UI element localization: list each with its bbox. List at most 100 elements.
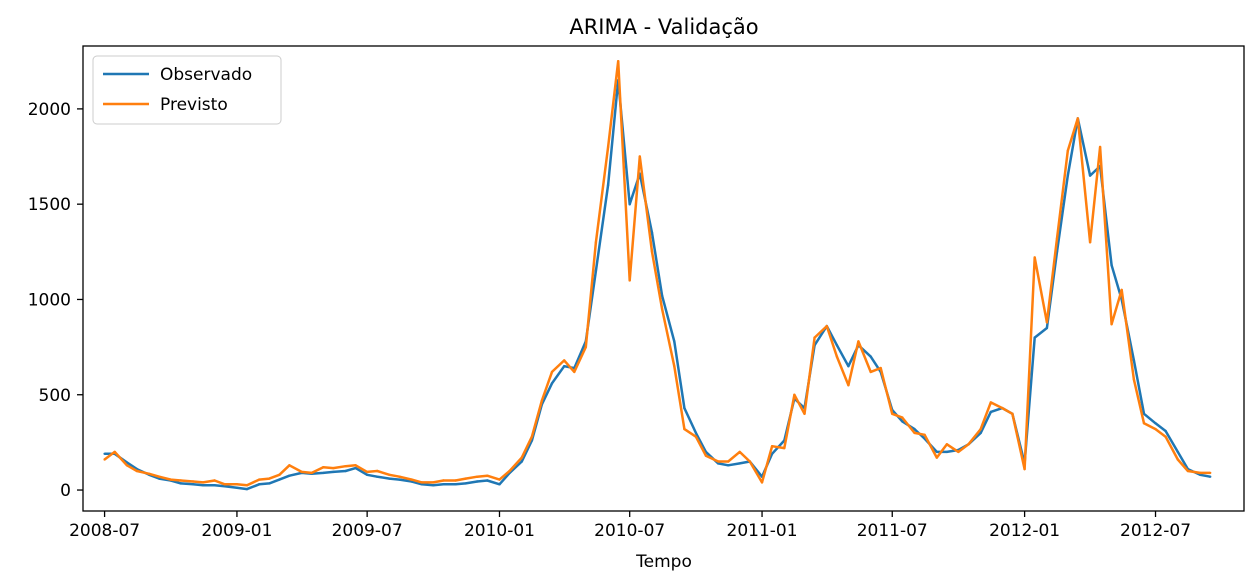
data-point	[113, 450, 116, 454]
data-point	[1023, 467, 1026, 471]
data-point	[376, 475, 379, 478]
data-point	[1198, 473, 1202, 476]
data-point	[1198, 471, 1202, 475]
data-point	[550, 370, 554, 374]
legend-label-observado: Observado	[160, 65, 252, 85]
data-point	[1001, 406, 1004, 410]
data-point	[508, 469, 511, 473]
data-point	[1164, 435, 1167, 438]
data-point	[223, 483, 226, 486]
data-point	[1066, 149, 1070, 152]
data-point	[332, 466, 335, 470]
data-point	[923, 433, 926, 436]
data-point	[650, 250, 654, 253]
data-point	[454, 483, 457, 486]
data-point	[520, 460, 523, 463]
data-point	[454, 479, 457, 482]
data-point	[1209, 475, 1212, 478]
series-layer	[103, 59, 1212, 491]
data-point	[901, 416, 904, 419]
data-point	[935, 456, 938, 459]
data-point	[935, 450, 938, 454]
legend: Observado Previsto	[92, 55, 282, 125]
data-point	[486, 479, 489, 482]
data-point	[1011, 412, 1014, 415]
data-point	[476, 475, 479, 478]
x-axis-label: Tempo	[635, 552, 692, 572]
data-point	[125, 464, 129, 467]
data-point	[410, 478, 413, 481]
data-point	[1154, 422, 1157, 425]
data-point	[268, 477, 271, 480]
data-point	[1110, 264, 1113, 267]
data-point	[760, 481, 764, 484]
data-point	[1186, 469, 1190, 473]
data-point	[835, 344, 839, 347]
data-point	[201, 481, 205, 484]
data-point	[213, 484, 216, 487]
data-point	[748, 460, 751, 463]
data-point	[191, 480, 195, 483]
data-point	[694, 435, 698, 438]
data-point	[344, 465, 347, 468]
data-point	[1176, 458, 1180, 461]
data-point	[857, 340, 860, 343]
data-point	[354, 466, 357, 470]
data-point	[442, 479, 445, 482]
data-point	[847, 365, 850, 368]
data-point	[1088, 174, 1092, 177]
data-point	[945, 450, 949, 454]
data-point	[268, 482, 271, 485]
data-point	[288, 474, 291, 477]
data-point	[398, 475, 401, 478]
y-tick-label: 2000	[28, 100, 71, 120]
data-point	[584, 345, 587, 349]
data-point	[365, 473, 369, 476]
data-point	[1132, 359, 1136, 362]
data-point	[813, 336, 816, 339]
data-point	[1154, 427, 1157, 431]
data-point	[628, 203, 631, 206]
y-tick-label: 0	[60, 481, 71, 501]
data-point	[825, 324, 828, 328]
data-point	[989, 401, 992, 404]
x-tick-label: 2010-07	[594, 521, 665, 541]
data-point	[573, 370, 576, 374]
data-point	[847, 384, 850, 387]
data-point	[628, 279, 631, 282]
data-point	[783, 446, 786, 450]
data-point	[103, 458, 106, 461]
data-point	[913, 431, 916, 435]
data-point	[650, 231, 654, 234]
data-point	[835, 355, 839, 358]
data-point	[770, 452, 774, 455]
data-point	[606, 183, 610, 187]
data-point	[235, 486, 239, 489]
data-point	[432, 481, 435, 484]
data-point	[398, 478, 401, 481]
data-point	[432, 484, 435, 487]
data-point	[245, 484, 249, 487]
data-point	[278, 478, 281, 481]
data-point	[738, 450, 741, 454]
chart-title: ARIMA - Validação	[569, 15, 758, 39]
y-axis: 0 500 1000 1500 2000	[28, 100, 83, 501]
data-point	[879, 366, 882, 370]
data-point	[1055, 237, 1059, 240]
data-point	[727, 460, 730, 463]
data-point	[498, 483, 501, 486]
data-point	[727, 464, 730, 467]
data-point	[683, 406, 686, 410]
data-point	[945, 443, 949, 446]
data-point	[979, 431, 982, 435]
data-point	[803, 412, 806, 415]
data-point	[1066, 174, 1070, 177]
data-point	[223, 485, 226, 488]
data-point	[738, 462, 741, 465]
data-point	[530, 435, 534, 438]
data-point	[550, 382, 554, 385]
data-point	[332, 470, 335, 474]
data-point	[1088, 241, 1092, 244]
data-point	[717, 460, 720, 463]
x-tick-label: 2011-01	[727, 521, 798, 541]
